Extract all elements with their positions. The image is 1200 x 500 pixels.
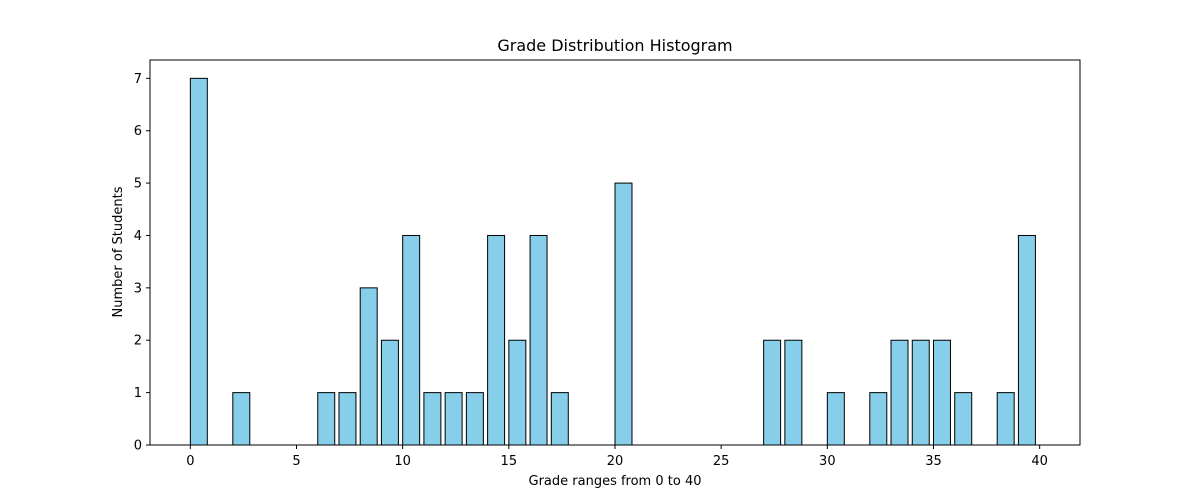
y-tick-label: 2	[134, 334, 142, 349]
bar-27	[763, 339, 782, 446]
x-axis-label: Grade ranges from 0 to 40	[529, 474, 702, 489]
x-tick-label: 40	[1031, 454, 1048, 469]
y-axis-ticks: 0 1 2 3 4 5 6 7	[134, 72, 150, 454]
y-tick-label: 4	[134, 229, 142, 244]
bar-14	[487, 234, 506, 446]
plot-frame	[149, 59, 1081, 446]
bar-6	[317, 392, 336, 446]
y-tick-label: 3	[134, 281, 142, 296]
y-tick-label: 0	[134, 439, 142, 454]
bar-28	[784, 339, 803, 446]
bar-12	[444, 392, 463, 446]
y-tick-label: 5	[134, 177, 142, 192]
bar-36	[954, 392, 973, 446]
bars-group	[189, 77, 1036, 446]
x-tick-label: 15	[501, 454, 518, 469]
bar-16	[529, 234, 548, 446]
bar-7	[338, 392, 357, 446]
y-tick-label: 1	[134, 386, 142, 401]
x-tick-label: 35	[925, 454, 942, 469]
bar-30	[826, 392, 845, 446]
chart-title: Grade Distribution Histogram	[497, 36, 732, 55]
x-axis-ticks: 0 5 10 15 20 25 30 35 40	[186, 445, 1048, 469]
bar-38	[996, 392, 1015, 446]
bar-39	[1017, 234, 1036, 446]
bar-15	[508, 339, 527, 446]
x-tick-label: 20	[607, 454, 624, 469]
bar-8	[359, 287, 378, 446]
x-tick-label: 0	[186, 454, 194, 469]
bar-10	[402, 234, 421, 446]
bar-13	[465, 392, 484, 446]
bar-20	[614, 182, 633, 446]
y-tick-label: 7	[134, 72, 142, 87]
bar-2	[232, 392, 251, 446]
y-tick-label: 6	[134, 124, 142, 139]
bar-17	[550, 392, 569, 446]
bar-11	[423, 392, 442, 446]
bar-35	[932, 339, 951, 446]
x-tick-label: 5	[292, 454, 300, 469]
x-tick-label: 25	[713, 454, 730, 469]
y-axis-label: Number of Students	[111, 186, 126, 317]
bar-33	[890, 339, 909, 446]
bar-34	[911, 339, 930, 446]
bar-9	[380, 339, 399, 446]
x-tick-label: 10	[394, 454, 411, 469]
bar-32	[869, 392, 888, 446]
bar-0	[189, 77, 208, 446]
x-tick-label: 30	[819, 454, 836, 469]
